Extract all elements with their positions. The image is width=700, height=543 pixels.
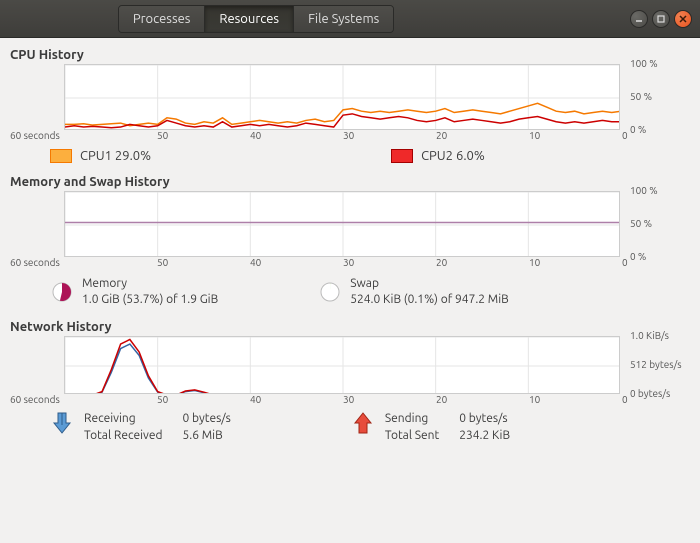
maximize-button[interactable] [652, 10, 670, 28]
recv-label: Receiving [84, 411, 162, 428]
legend-cpu2[interactable]: CPU2 6.0% [391, 149, 485, 163]
swap-detail: 524.0 KiB (0.1%) of 947.2 MiB [350, 292, 509, 308]
cpu-chart [64, 64, 620, 130]
memory-detail: 1.0 GiB (53.7%) of 1.9 GiB [82, 292, 218, 308]
cpu-yaxis: 100 %50 %0 % [622, 64, 690, 130]
net-yaxis: 1.0 KiB/s512 bytes/s0 bytes/s [622, 336, 690, 394]
memory-pie-icon [50, 280, 74, 304]
cpu2-label: CPU2 6.0% [421, 149, 485, 163]
send-rate: 0 bytes/s [459, 411, 510, 428]
send-total-label: Total Sent [385, 428, 439, 445]
cpu1-swatch [50, 149, 72, 163]
send-label: Sending [385, 411, 439, 428]
download-arrow-icon [50, 411, 74, 435]
receiving-indicator[interactable]: Receiving Total Received 0 bytes/s 5.6 M… [50, 411, 231, 445]
memory-label: Memory [82, 276, 218, 292]
memory-indicator[interactable]: Memory 1.0 GiB (53.7%) of 1.9 GiB [50, 276, 218, 308]
swap-label: Swap [350, 276, 509, 292]
tab-bar: Processes Resources File Systems [118, 5, 394, 33]
tab-filesystems[interactable]: File Systems [294, 6, 393, 32]
net-title: Network History [10, 320, 690, 334]
swap-indicator[interactable]: Swap 524.0 KiB (0.1%) of 947.2 MiB [318, 276, 509, 308]
legend-cpu1[interactable]: CPU1 29.0% [50, 149, 151, 163]
cpu1-label: CPU1 29.0% [80, 149, 151, 163]
mem-xaxis: 60 seconds50403020100 [64, 257, 622, 270]
sending-indicator[interactable]: Sending Total Sent 0 bytes/s 234.2 KiB [351, 411, 510, 445]
mem-chart [64, 191, 620, 257]
recv-total-label: Total Received [84, 428, 162, 445]
net-xaxis: 60 seconds50403020100 [64, 394, 622, 407]
cpu-title: CPU History [10, 48, 690, 62]
minimize-button[interactable] [630, 10, 648, 28]
net-chart [64, 336, 620, 394]
cpu2-swatch [391, 149, 413, 163]
recv-total: 5.6 MiB [182, 428, 230, 445]
mem-yaxis: 100 %50 %0 % [622, 191, 690, 257]
tab-processes[interactable]: Processes [119, 6, 206, 32]
cpu-legend: CPU1 29.0% CPU2 6.0% [10, 143, 690, 171]
titlebar: Processes Resources File Systems [0, 0, 700, 38]
send-total: 234.2 KiB [459, 428, 510, 445]
mem-title: Memory and Swap History [10, 175, 690, 189]
tab-resources[interactable]: Resources [205, 6, 294, 32]
swap-pie-icon [318, 280, 342, 304]
cpu-xaxis: 60 seconds50403020100 [64, 130, 622, 143]
upload-arrow-icon [351, 411, 375, 435]
recv-rate: 0 bytes/s [182, 411, 230, 428]
close-button[interactable] [674, 10, 692, 28]
